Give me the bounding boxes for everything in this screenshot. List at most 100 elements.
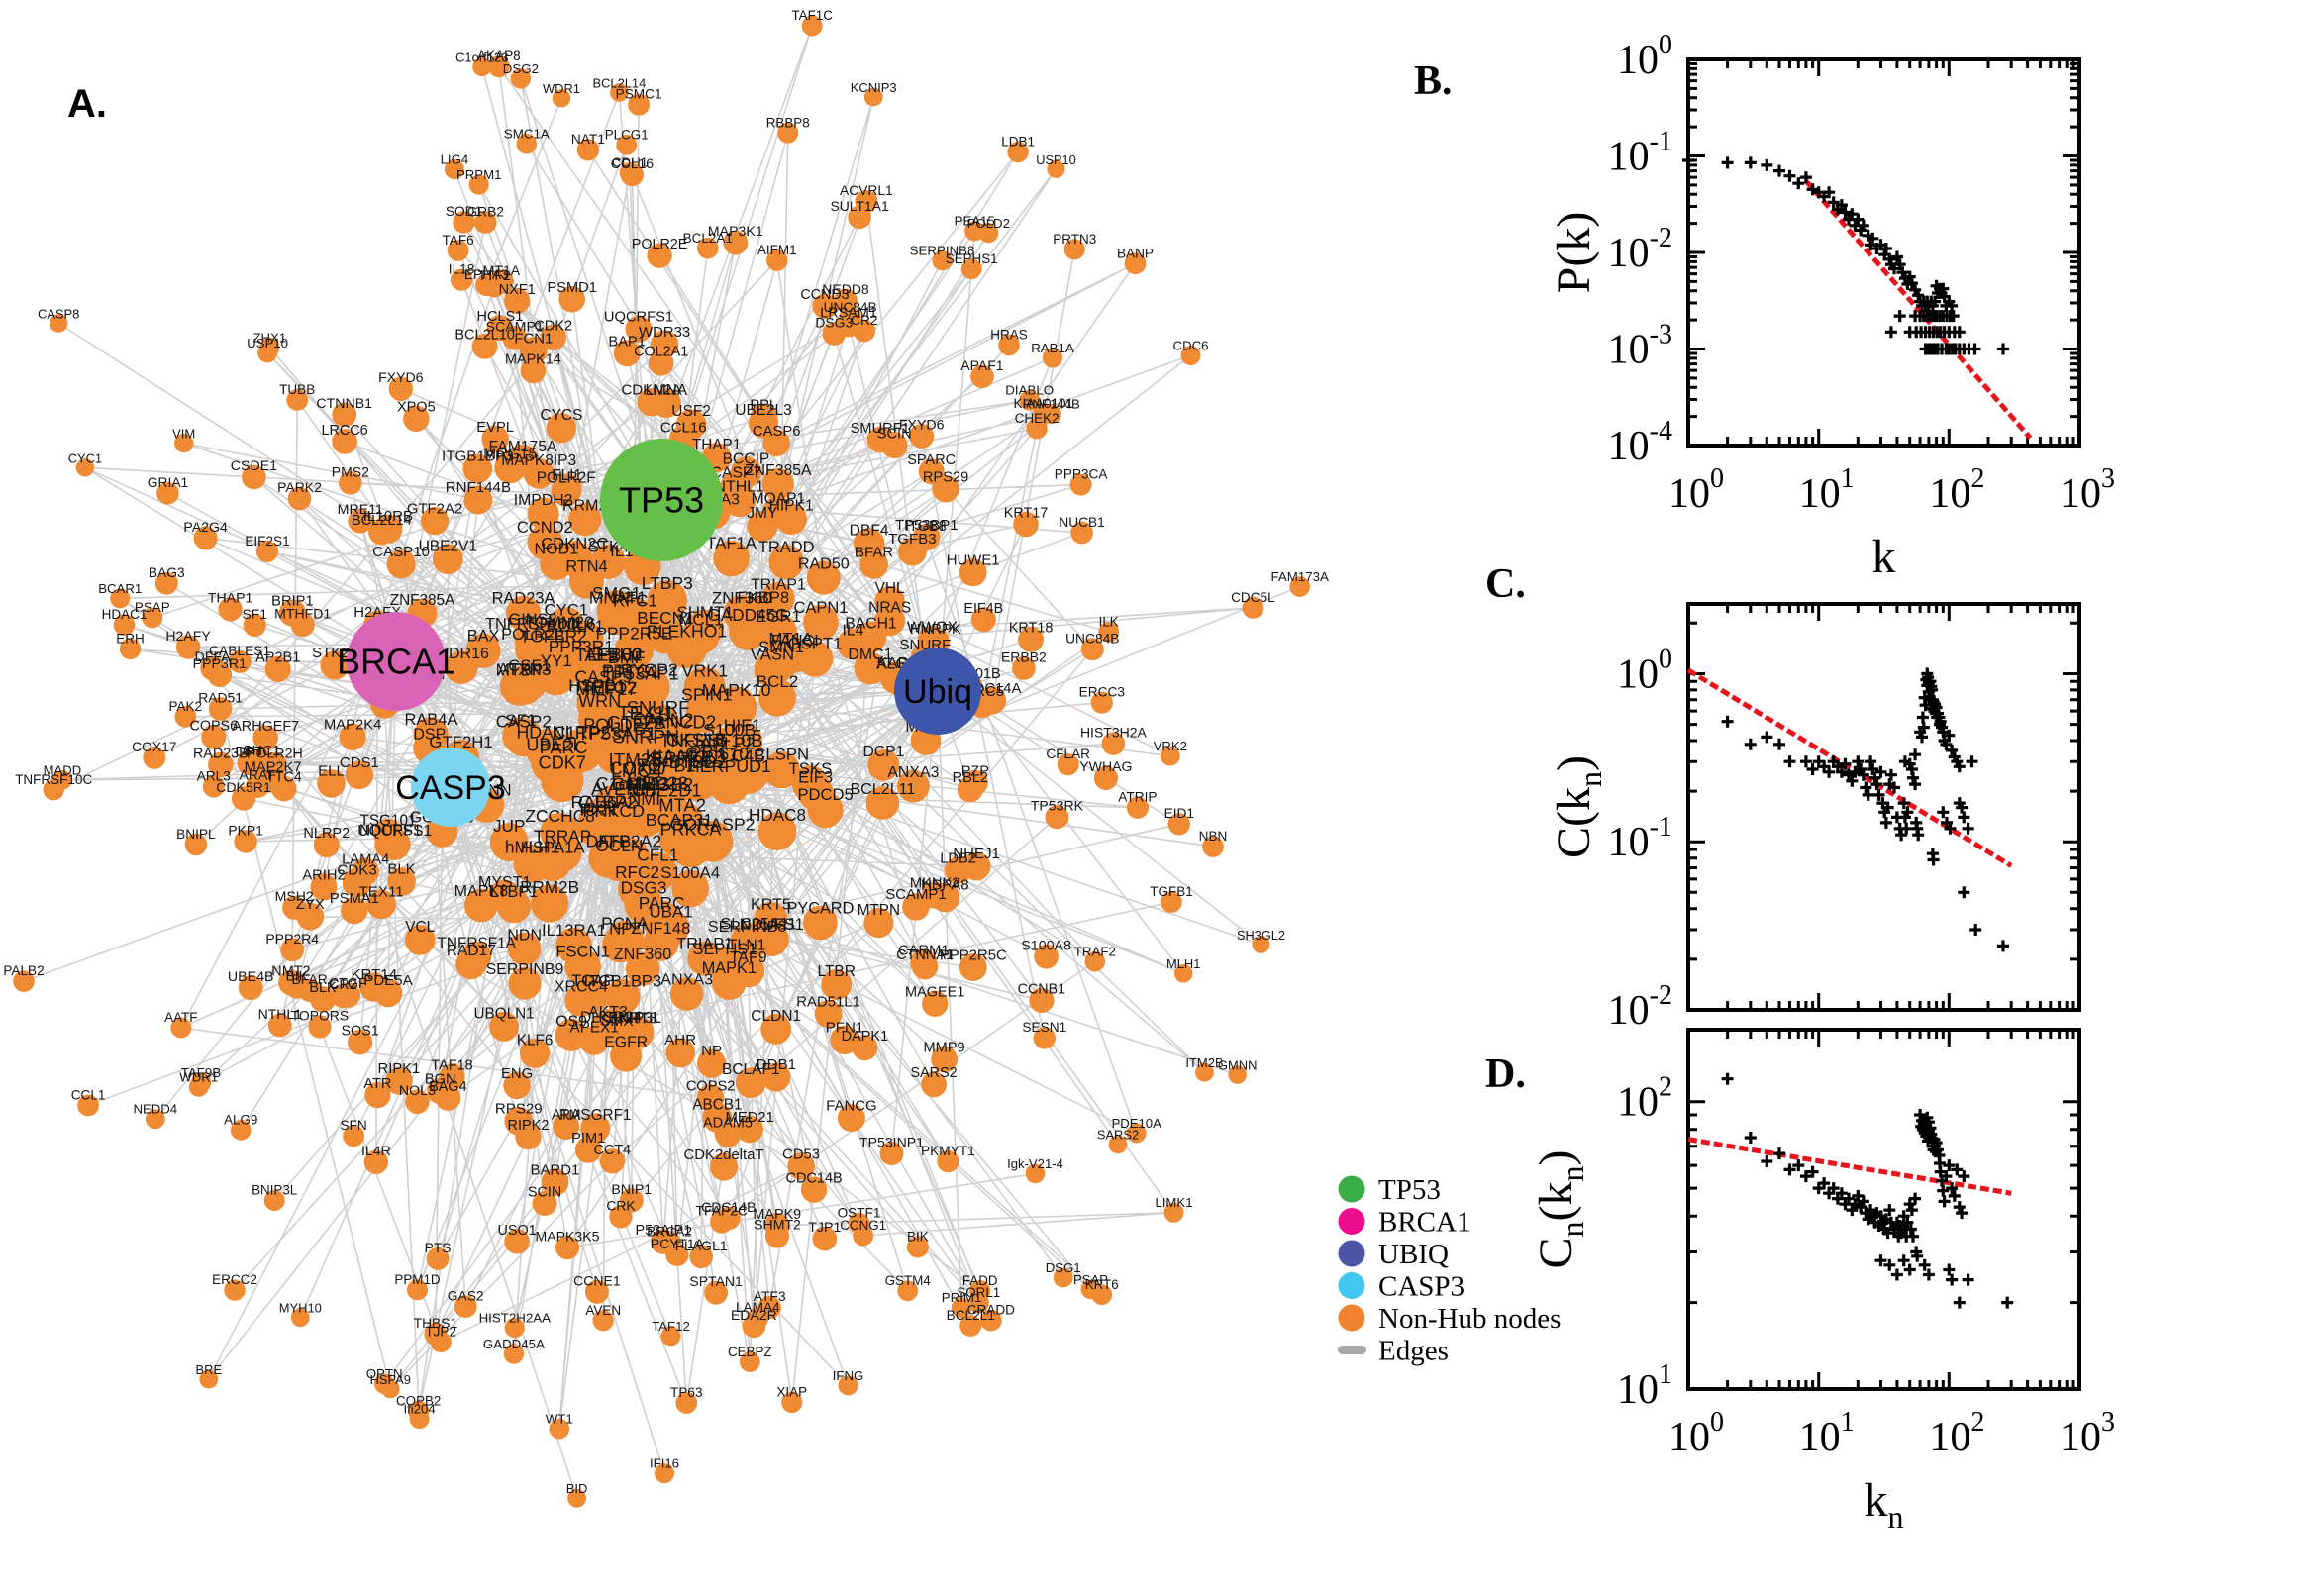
network-node-label: CASP9 [574,667,632,687]
y-axis-title: C(kn) [1548,755,1608,858]
network-node [515,1123,542,1150]
network-node-label: TRIAP1 [751,576,806,593]
network-node-label: POLD2 [583,716,643,736]
network-node [387,867,416,896]
y-tick-label: 102 [1617,1072,1672,1126]
network-node [853,319,876,343]
network-node-label: APAF1 [960,357,1004,373]
network-node-label: COPS6 [190,719,239,735]
network-node [1126,1123,1147,1144]
network-node-label: ARHGEF7 [232,719,299,735]
network-node-label: FXYD6 [899,418,945,434]
network-node [278,969,304,996]
network-node-label: C1orf123 [596,774,669,794]
network-node [787,1152,815,1180]
network-node-label: GTF2H1 [429,733,492,751]
network-node-label: SHC1 [243,744,280,759]
network-node-label: SMURF1 [851,421,910,437]
network-node [308,1015,332,1039]
network-node [978,686,1007,715]
network-node [803,604,839,641]
network-node-label: XIAP [776,1385,807,1400]
network-node-label: TAF1A [706,534,758,552]
x-axis-title: kn [1865,1474,1904,1535]
network-node [175,635,201,659]
network-node [432,544,463,575]
network-node [853,1225,874,1247]
network-node-label: MAPK8 [454,882,509,900]
network-node-label: HSPA1A [521,838,586,856]
network-node [619,162,641,183]
network-node-label: NAT1 [571,132,605,147]
network-node-label: MAPK14 [505,351,561,367]
network-node-label: DSG2 [503,61,539,76]
network-node-label: RAB1A [1031,341,1074,355]
panel-label-d: D. [1485,1051,1526,1097]
network-node-label: THAP1 [692,437,741,453]
network-node-label: CCNB1 [1018,982,1066,998]
network-node-label: RAD51 [198,690,243,706]
network-node [267,1013,292,1038]
network-node [347,1029,373,1055]
network-node-label: BCL2L11 [850,780,915,798]
network-node-label: HRAS [990,328,1028,343]
network-node-label: NEDD8 [822,281,869,297]
network-node-label: KIAA0101 [646,746,729,766]
network-node-label: ZNF148 [631,919,690,938]
network-node-label: MAPK3K5 [535,1229,599,1245]
network-node [553,1113,580,1140]
network-node-label: STK24 [312,645,357,661]
network-node-label: BNIPL [176,827,216,842]
network-node [549,1418,570,1440]
network-node-label: TNFRSF1A [437,936,516,952]
network-node-label: COX17 [610,757,669,778]
network-node [445,650,478,684]
network-node-label: DFFA [194,649,231,665]
network-node-label: DDB1 [757,1056,796,1073]
network-node-label: ARIH2 [302,868,345,884]
network-node-label: KIAA0101 [1014,396,1073,411]
network-node-label: CCND2 [517,519,573,537]
network-node [502,717,540,755]
network-node-label: SERPINB8 [708,918,787,936]
network-node-label: RFC2 [615,862,659,882]
network-node-label: PKP1 [228,822,263,838]
network-node [930,882,960,913]
x-tick-label: 101 [1799,463,1855,517]
network-node [201,724,227,749]
network-node [481,425,509,453]
network-node [503,1071,531,1100]
network-node-label: IL4R [361,1143,391,1158]
network-node-label: CDC14B [701,1199,756,1215]
network-node-label: DCP1 [862,744,904,760]
network-node-label: SPTAN1 [689,1273,743,1289]
network-node [1173,964,1193,983]
network-node-label: SFN [341,1118,367,1133]
network-node [906,1236,929,1258]
network-node-label: RIPK1 [378,1061,421,1077]
network-node [503,1344,525,1364]
network-node-label: CTBP2 [578,792,637,813]
network-node-label: BNIP1 [611,1181,652,1197]
network-node-label: SARS2 [910,1065,957,1081]
network-node-label: NP [609,919,632,938]
network-node-label: GSN [611,774,651,795]
network-node [142,607,163,629]
network-node-label: MAP2K4 [324,718,381,734]
network-node-label: OPTN [366,1366,403,1381]
network-node-label: BECN1 [637,608,693,628]
network-node-label: SLC25A11 [720,915,796,933]
panel-label-a: A. [67,82,107,126]
legend-label: CASP3 [1378,1271,1464,1303]
network-node [345,760,374,790]
network-node-label: BLK [309,980,337,996]
network-node [610,1040,643,1072]
network-node-label: CDK2 [534,319,572,335]
network-node [386,549,416,579]
legend-label: UBIQ [1378,1239,1449,1270]
network-node-label: TGFB1 [1150,884,1193,899]
network-node [474,211,497,234]
network-node [541,1168,569,1196]
network-node-label: AHR [664,1032,696,1048]
network-node-label: MRE11 [338,502,383,518]
